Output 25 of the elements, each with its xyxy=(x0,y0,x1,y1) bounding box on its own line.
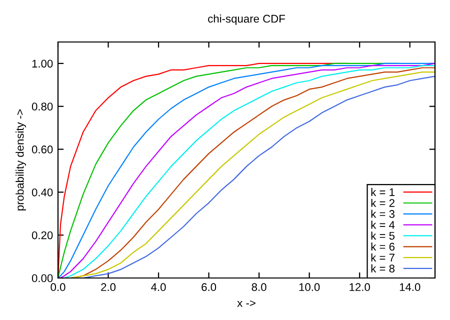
legend-label: k = 6 xyxy=(371,242,395,251)
x-tick-label: 12.0 xyxy=(350,283,370,292)
x-tick-label: 0.0 xyxy=(50,283,66,292)
y-tick-label: 0.80 xyxy=(32,102,53,110)
x-tick-label: 6.0 xyxy=(202,283,216,292)
x-axis-title: x -> xyxy=(237,300,256,307)
x-tick-label: 14.0 xyxy=(400,283,420,292)
y-tick-label: 0.00 xyxy=(32,274,53,282)
legend-label: k = 7 xyxy=(371,253,394,262)
x-tick-label: 10.0 xyxy=(299,283,320,292)
x-tick-label: 2.0 xyxy=(101,283,116,292)
y-axis-title: probability density -> xyxy=(16,109,26,210)
y-tick-label: 1.00 xyxy=(32,60,53,68)
legend-label: k = 8 xyxy=(371,264,395,272)
x-tick-label: 8.0 xyxy=(252,283,266,292)
legend-label: k = 3 xyxy=(371,210,395,218)
y-tick-label: 0.40 xyxy=(32,188,53,196)
y-tick-label: 0.20 xyxy=(32,231,53,240)
chart-title: chi-square CDF xyxy=(208,14,285,25)
x-tick-label: 4.0 xyxy=(151,283,166,292)
y-tick-label: 0.60 xyxy=(32,146,53,154)
legend-label: k = 1 xyxy=(371,188,394,196)
legend-label: k = 2 xyxy=(371,198,394,207)
legend-label: k = 4 xyxy=(371,220,395,229)
legend-label: k = 5 xyxy=(371,232,395,240)
